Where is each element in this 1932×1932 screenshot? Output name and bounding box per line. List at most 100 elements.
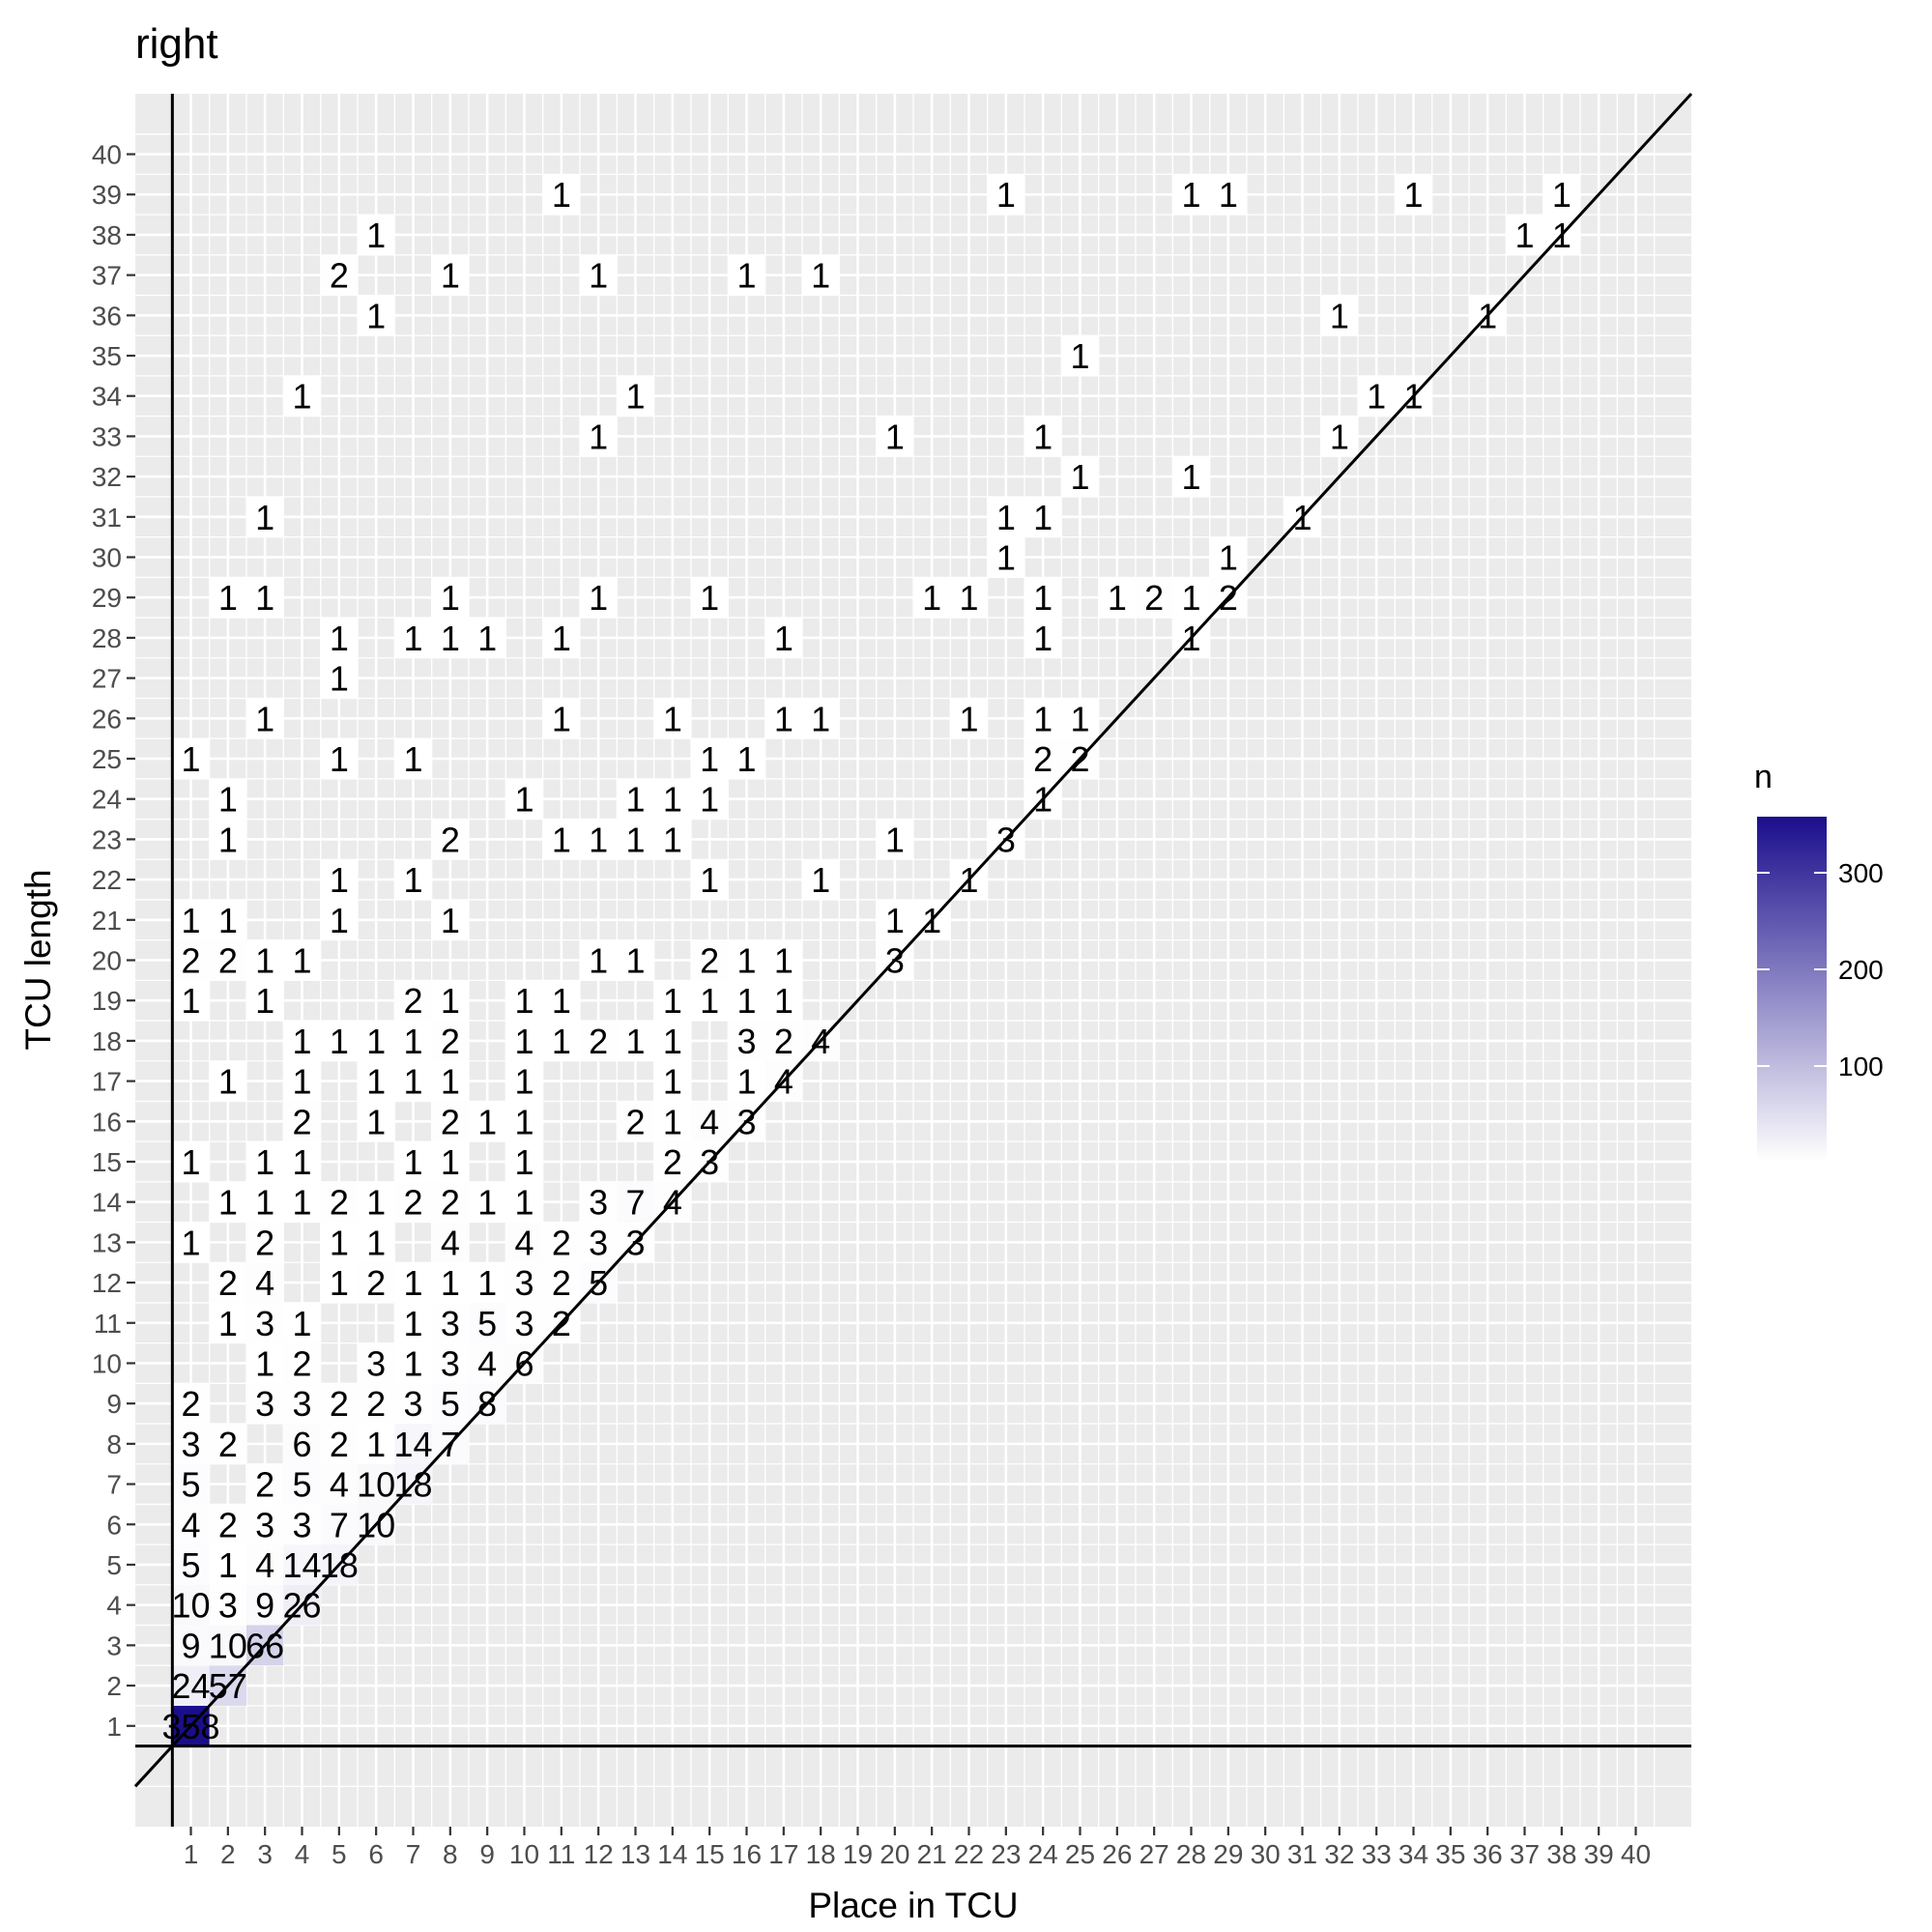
heatmap-cell: [283, 1504, 321, 1545]
cell-value-label: 1: [700, 981, 719, 1021]
cell-value-label: 2: [403, 981, 422, 1021]
cell-value-label: 1: [1033, 780, 1053, 820]
cell-value-label: 1: [477, 1102, 497, 1141]
cell-value-label: 5: [477, 1304, 497, 1343]
heatmap-cell: [469, 1302, 506, 1343]
y-tick-label: 33: [92, 421, 122, 451]
cell-value-label: 1: [292, 1304, 311, 1343]
cell-value-label: 3: [736, 1022, 756, 1061]
heatmap-cell: [209, 1181, 246, 1223]
heatmap-cell: [1061, 698, 1099, 739]
heatmap-cell: [431, 1141, 469, 1182]
cell-value-label: 1: [811, 699, 830, 738]
heatmap-cell: [394, 1181, 432, 1223]
cell-value-label: 1: [736, 1062, 756, 1102]
cell-value-label: 3: [736, 1102, 756, 1141]
heatmap-cell: [987, 174, 1024, 216]
heatmap-cell: [246, 1141, 284, 1182]
heatmap-cell: [394, 1302, 432, 1343]
cell-value-label: 1: [1330, 417, 1349, 456]
cell-value-label: 1: [1552, 216, 1572, 255]
heatmap-cell: [617, 1181, 654, 1223]
cell-value-label: 1: [922, 901, 941, 940]
cell-value-label: 1: [1219, 538, 1238, 578]
cell-value-label: 57: [209, 1666, 247, 1706]
heatmap-cell: [172, 1141, 210, 1182]
cell-value-label: 2: [330, 1425, 349, 1464]
heatmap-cell: [320, 1262, 358, 1303]
heatmap-cell: [320, 859, 358, 900]
cell-value-label: 1: [477, 1183, 497, 1223]
heatmap-cell: [728, 939, 765, 981]
cell-value-label: 1: [1181, 578, 1200, 618]
y-tick-label: 37: [92, 261, 122, 291]
heatmap-cell: [172, 1584, 210, 1626]
cell-value-label: 2: [1070, 739, 1089, 779]
cell-value-label: 1: [330, 1223, 349, 1262]
cell-value-label: 1: [700, 739, 719, 779]
heatmap-cell: [653, 980, 691, 1022]
heatmap-cell: [691, 738, 729, 779]
heatmap-cell: [358, 1181, 395, 1223]
cell-value-label: 1: [625, 780, 645, 820]
heatmap-cell: [691, 939, 729, 981]
cell-value-label: 1: [1552, 175, 1572, 215]
cell-value-label: 1: [366, 1022, 386, 1061]
heatmap-cell: [358, 1383, 395, 1425]
cell-value-label: 3: [589, 1223, 608, 1262]
cell-value-label: 1: [625, 941, 645, 981]
heatmap-cell: [617, 819, 654, 860]
cell-value-label: 1: [589, 256, 608, 296]
cell-value-label: 1: [218, 1183, 238, 1223]
x-tick-label: 3: [257, 1839, 273, 1869]
heatmap-cell: [653, 1021, 691, 1061]
heatmap-cell: [394, 1141, 432, 1182]
y-tick-label: 3: [106, 1630, 122, 1660]
heatmap-cell: [283, 939, 321, 981]
cell-value-label: 2: [1033, 739, 1053, 779]
heatmap-cell: [320, 899, 358, 940]
cell-value-label: 2: [774, 1022, 793, 1061]
cell-value-label: 1: [441, 1263, 460, 1303]
cell-value-label: 1: [330, 901, 349, 940]
heatmap-cell: [246, 1383, 284, 1425]
cell-value-label: 1: [181, 1142, 200, 1182]
heatmap-cell: [653, 698, 691, 739]
cell-value-label: 1: [552, 619, 571, 658]
legend-ticks: 100 200 300: [1757, 858, 1884, 1081]
cell-value-label: 14: [393, 1425, 432, 1464]
cell-value-label: 1: [625, 377, 645, 417]
cell-value-label: 3: [255, 1304, 274, 1343]
cell-value-label: 1: [1403, 377, 1423, 417]
heatmap-cell: [320, 1222, 358, 1263]
cell-value-label: 1: [403, 1062, 422, 1102]
heatmap-cell: [283, 1060, 321, 1102]
x-tick-label: 12: [584, 1839, 614, 1869]
x-tick-label: 35: [1435, 1839, 1465, 1869]
cell-value-label: 6: [514, 1343, 533, 1383]
heatmap-cell: [172, 1665, 210, 1706]
cell-value-label: 1: [663, 1062, 682, 1102]
x-tick-label: 10: [509, 1839, 539, 1869]
cell-value-label: 1: [1330, 296, 1349, 335]
heatmap-cell: [876, 416, 913, 457]
cell-value-label: 1: [663, 1022, 682, 1061]
y-tick-label: 23: [92, 824, 122, 854]
x-tick-label: 6: [368, 1839, 384, 1869]
heatmap-cell: [246, 1544, 284, 1585]
cell-value-label: 3: [625, 1223, 645, 1262]
cell-value-label: 5: [589, 1263, 608, 1303]
cell-value-label: 1: [996, 498, 1016, 537]
heatmap-cell: [580, 416, 618, 457]
cell-value-label: 1: [403, 1263, 422, 1303]
heatmap-cell: [209, 899, 246, 940]
heatmap-cell: [691, 778, 729, 820]
y-tick-label: 34: [92, 382, 122, 412]
y-tick-label: 5: [106, 1550, 122, 1580]
cell-value-label: 1: [330, 1022, 349, 1061]
cell-value-label: 1: [292, 1142, 311, 1182]
heatmap-cell: [283, 1101, 321, 1142]
heatmap-cell: [246, 1222, 284, 1263]
cell-value-label: 4: [255, 1545, 274, 1585]
heatmap-cell: [653, 1060, 691, 1102]
